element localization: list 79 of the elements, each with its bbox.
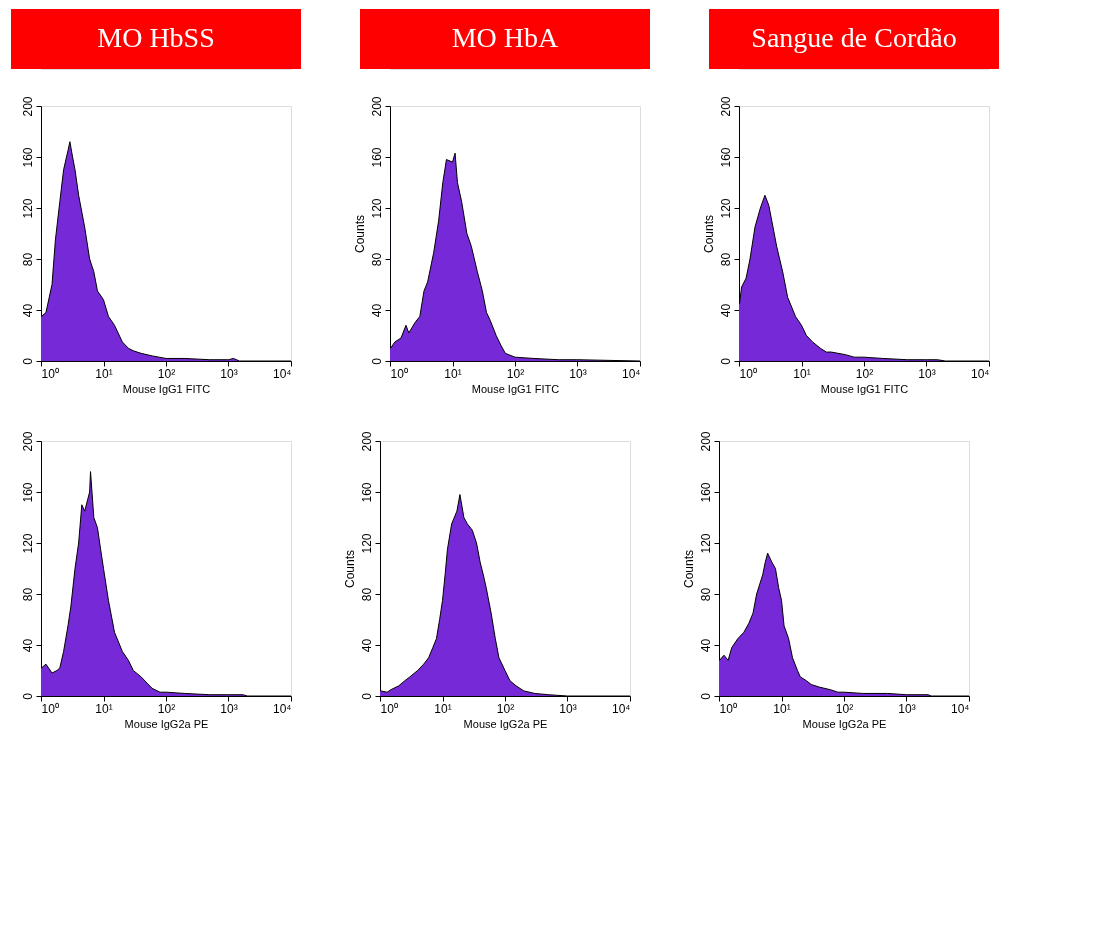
y-tick-label: 200: [718, 96, 733, 117]
y-tick-label: 40: [20, 638, 35, 653]
x-tick-label: 10⁰: [41, 701, 59, 716]
y-tick-label: 0: [698, 692, 713, 700]
x-tick-label: 10⁴: [272, 366, 292, 381]
y-tick-label: 200: [20, 96, 35, 117]
y-axis-title: Counts: [681, 549, 696, 589]
x-tick-label: 10⁰: [380, 701, 398, 716]
y-tick-label: 160: [20, 147, 35, 168]
x-tick-label: 10⁴: [970, 366, 990, 381]
x-tick-label: 10²: [157, 366, 176, 381]
y-tick-label: 40: [20, 303, 35, 318]
y-tick-label: 120: [698, 533, 713, 554]
y-axis-title: Counts: [342, 549, 357, 589]
x-tick-label: 10⁴: [950, 701, 970, 716]
y-tick-label: 80: [718, 252, 733, 267]
y-axis-title: Counts: [701, 214, 716, 254]
x-tick-label: 10³: [569, 366, 587, 381]
y-tick-label: 0: [20, 692, 35, 700]
y-tick-label: 200: [359, 431, 374, 452]
x-tick-label: 10¹: [793, 366, 811, 381]
x-tick-label: 10⁰: [390, 366, 408, 381]
y-tick-label: 0: [20, 357, 35, 365]
y-tick-label: 160: [359, 482, 374, 503]
y-tick-label: 120: [20, 198, 35, 219]
y-tick-label: 80: [698, 587, 713, 602]
x-tick-label: 10²: [506, 366, 525, 381]
x-tick-label: 10⁴: [272, 701, 292, 716]
y-tick-label: 40: [369, 303, 384, 318]
y-tick-label: 160: [698, 482, 713, 503]
x-tick-label: 10¹: [434, 701, 452, 716]
x-tick-label: 10⁰: [41, 366, 59, 381]
x-axis-title: Mouse IgG2a PE: [124, 717, 209, 730]
y-tick-label: 120: [20, 533, 35, 554]
x-tick-label: 10¹: [95, 701, 113, 716]
x-axis-title: Mouse IgG1 FITC: [122, 382, 211, 395]
y-tick-label: 80: [369, 252, 384, 267]
chart-title: MO HbA: [451, 22, 560, 53]
y-tick-label: 40: [359, 638, 374, 653]
x-axis-title: Mouse IgG2a PE: [463, 717, 548, 730]
x-tick-label: 10⁴: [621, 366, 641, 381]
x-axis-title: Mouse IgG2a PE: [802, 717, 887, 730]
x-tick-label: 10²: [496, 701, 515, 716]
x-axis-title: Mouse IgG1 FITC: [471, 382, 560, 395]
chart-title: Sangue de Cordão: [751, 22, 957, 53]
x-tick-label: 10⁴: [611, 701, 631, 716]
x-tick-label: 10⁰: [739, 366, 757, 381]
x-tick-label: 10¹: [444, 366, 462, 381]
x-tick-label: 10³: [898, 701, 916, 716]
x-tick-label: 10³: [559, 701, 577, 716]
x-tick-label: 10³: [220, 701, 238, 716]
y-tick-label: 160: [718, 147, 733, 168]
x-tick-label: 10²: [855, 366, 874, 381]
y-tick-label: 120: [369, 198, 384, 219]
y-tick-label: 0: [718, 357, 733, 365]
x-axis-title: Mouse IgG1 FITC: [820, 382, 909, 395]
x-tick-label: 10²: [157, 701, 176, 716]
y-axis-title: Counts: [352, 214, 367, 254]
y-tick-label: 160: [20, 482, 35, 503]
y-tick-label: 0: [369, 357, 384, 365]
y-tick-label: 200: [698, 431, 713, 452]
x-tick-label: 10¹: [773, 701, 791, 716]
y-tick-label: 200: [369, 96, 384, 117]
x-tick-label: 10²: [835, 701, 854, 716]
y-tick-label: 160: [369, 147, 384, 168]
y-tick-label: 80: [20, 587, 35, 602]
y-tick-label: 40: [718, 303, 733, 318]
x-tick-label: 10³: [220, 366, 238, 381]
x-tick-label: 10⁰: [719, 701, 737, 716]
y-tick-label: 0: [359, 692, 374, 700]
x-tick-label: 10¹: [95, 366, 113, 381]
x-tick-label: 10³: [918, 366, 936, 381]
y-tick-label: 80: [20, 252, 35, 267]
chart-title: MO HbSS: [97, 22, 215, 53]
y-tick-label: 80: [359, 587, 374, 602]
y-tick-label: 120: [359, 533, 374, 554]
y-tick-label: 120: [718, 198, 733, 219]
y-tick-label: 200: [20, 431, 35, 452]
y-tick-label: 40: [698, 638, 713, 653]
